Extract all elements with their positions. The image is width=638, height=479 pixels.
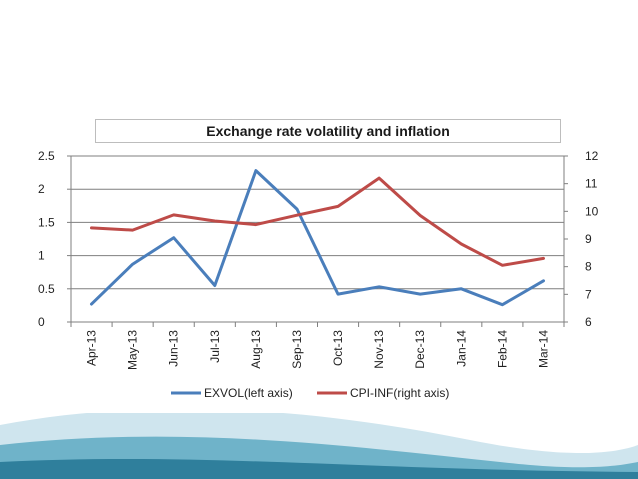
exvol-series-line: [90, 169, 545, 307]
left-axis-tick-label: 0.5: [38, 282, 55, 296]
x-axis-category-label: Apr-13: [85, 330, 99, 366]
axes: [67, 155, 568, 327]
background-wave-dark: [0, 458, 638, 479]
legend: EXVOL(left axis) CPI-INF(right axis): [171, 386, 449, 400]
x-axis-category-label: Dec-13: [413, 330, 427, 369]
x-axis-category-label: Jul-13: [208, 330, 222, 363]
left-axis-tick-label: 2: [38, 182, 45, 196]
line-chart: 0 0.5 1 1.5 2 2.5 6 7 8 9 10 11 12 Apr-13 May-13 Jun-13…: [38, 149, 599, 400]
chart-title: Exchange rate volatility and inflation: [95, 119, 561, 143]
x-axis-category-label: Sep-13: [290, 330, 304, 369]
left-axis-tick-label: 0: [38, 315, 45, 329]
series-lines: [90, 169, 545, 307]
legend-label-exvol: EXVOL(left axis): [204, 386, 293, 400]
right-axis-tick-label: 11: [585, 177, 598, 191]
right-axis-tick-label: 12: [585, 149, 599, 163]
left-axis-tick-label: 1.5: [38, 215, 55, 229]
chart-container: 0 0.5 1 1.5 2 2.5 6 7 8 9 10 11 12 Apr-13 May-13 Jun-13…: [38, 111, 599, 413]
x-axis-category-label: Mar-14: [536, 330, 550, 368]
x-axis-category-label: Aug-13: [249, 330, 263, 369]
right-axis-tick-label: 7: [585, 287, 592, 301]
legend-label-cpi-inf: CPI-INF(right axis): [350, 386, 449, 400]
x-axis-category-label: Jun-13: [167, 330, 181, 367]
left-axis-tick-label: 1: [38, 249, 45, 263]
x-axis-category-label: Feb-14: [495, 330, 509, 368]
left-axis-tick-label: 2.5: [38, 149, 55, 163]
tick-labels: 0 0.5 1 1.5 2 2.5 6 7 8 9 10 11 12 Apr-13 May-13 Jun-13…: [38, 149, 599, 370]
right-axis-tick-label: 6: [585, 315, 592, 329]
grid-lines: [71, 155, 564, 290]
x-axis-category-label: Nov-13: [372, 330, 386, 369]
right-axis-tick-label: 9: [585, 232, 592, 246]
right-axis-tick-label: 10: [585, 204, 599, 218]
x-axis-category-label: Jan-14: [454, 330, 468, 367]
x-axis-category-label: Oct-13: [331, 330, 345, 366]
x-axis-category-label: May-13: [126, 330, 140, 370]
cpi-inf-series-line: [90, 176, 545, 267]
right-axis-tick-label: 8: [585, 260, 592, 274]
